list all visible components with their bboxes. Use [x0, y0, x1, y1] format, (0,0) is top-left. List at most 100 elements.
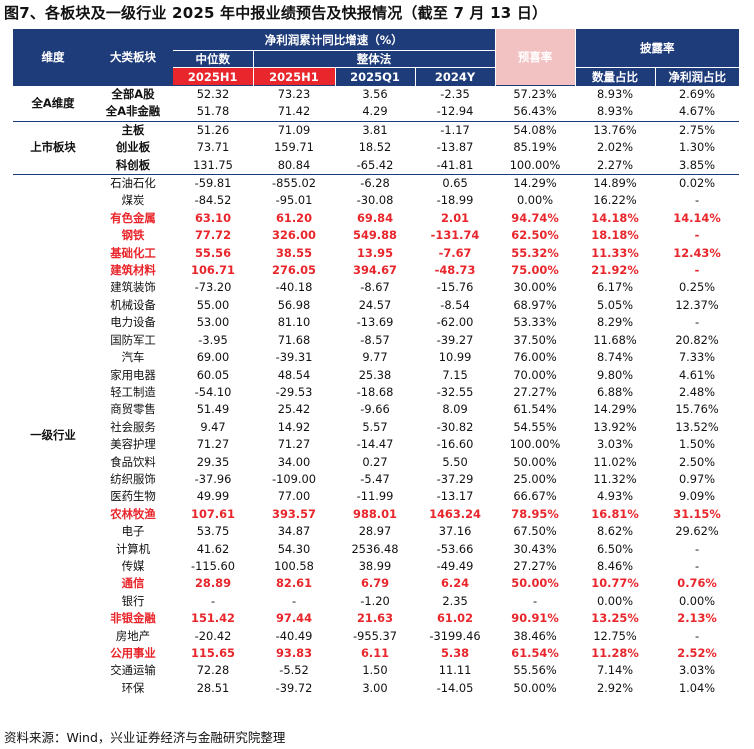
category-cell: 交通运输 — [110, 663, 156, 678]
table-row: 全A非金融 51.78 71.42 4.29 -12.94 56.43% 8.93% 4.67… — [13, 103, 739, 121]
value-cell: 29.35 — [196, 454, 230, 469]
value-cell: 0.02% — [655, 174, 740, 193]
value-cell: -115.60 — [191, 558, 235, 573]
value-cell: 55.56% — [513, 663, 557, 678]
value-cell: -16.60 — [436, 437, 474, 452]
category-cell: 社会服务 — [110, 419, 156, 434]
value-cell: 30.00% — [513, 280, 557, 295]
value-cell: 27.27% — [513, 558, 557, 573]
value-cell: 393.57 — [272, 506, 316, 521]
value-cell: 8.46% — [596, 558, 634, 573]
value-cell: 75.00% — [511, 263, 559, 278]
value-cell: 151.42 — [191, 611, 235, 626]
value-cell: 2.50% — [678, 454, 716, 469]
value-cell: -18.99 — [436, 193, 474, 208]
value-cell: -39.72 — [275, 680, 313, 695]
value-cell: 14.14% — [673, 210, 721, 225]
value-cell: 53.75 — [196, 524, 230, 539]
value-cell: - — [532, 593, 538, 608]
value-cell: 14.89% — [575, 174, 656, 193]
value-cell: -95.01 — [275, 193, 313, 208]
value-cell: 549.88 — [353, 228, 397, 243]
value-cell: 2.52% — [677, 646, 717, 660]
value-cell: -54.10 — [194, 384, 232, 399]
dimension-cell: 上市板块 — [13, 120, 93, 175]
table-row: 建筑装饰 -73.20 -40.18 -8.67 -15.76 30.00% 6.17% 0.… — [13, 279, 739, 296]
value-cell: -131.74 — [430, 228, 480, 243]
table-row: 汽车 69.00 -39.31 9.77 10.99 76.00% 8.74% 7.33% — [13, 349, 739, 366]
value-cell: -9.66 — [360, 402, 390, 417]
value-cell: 16.81% — [591, 506, 639, 521]
value-cell: -12.94 — [436, 104, 474, 119]
value-cell: 66.67% — [513, 489, 557, 504]
value-cell: 71.68 — [277, 332, 311, 347]
category-cell: 科创板 — [115, 157, 151, 172]
value-cell: 11.11 — [438, 663, 472, 678]
value-cell: -1.20 — [360, 593, 390, 608]
value-cell: 56.98 — [277, 297, 311, 312]
value-cell: -73.20 — [194, 280, 232, 295]
value-cell: -49.49 — [436, 558, 474, 573]
table-row: 创业板 73.71 159.71 18.52 -13.87 85.19% 2.02% 1.30… — [13, 139, 739, 156]
value-cell: 25.38 — [358, 367, 392, 382]
value-cell: 2.02% — [596, 140, 634, 155]
table-row: 全A维度 全部A股 52.32 73.23 3.56 -2.35 57.23% 8.93% 2.… — [13, 85, 740, 122]
value-cell: 69.84 — [356, 210, 394, 225]
value-cell: - — [694, 315, 700, 330]
table-row: 轻工制造 -54.10 -29.53 -18.68 -32.55 27.27% 6.88% 2… — [13, 384, 739, 401]
header-category: 大类板块 — [93, 29, 173, 86]
value-cell: 54.55% — [513, 419, 557, 434]
value-cell: 3.00 — [362, 680, 388, 695]
value-cell: -1.17 — [415, 120, 496, 140]
header-dimension: 维度 — [13, 29, 93, 86]
category-cell: 房地产 — [115, 628, 151, 643]
value-cell: 18.52 — [358, 140, 392, 155]
value-cell: 31.15% — [673, 506, 721, 521]
value-cell: 16.22% — [593, 193, 637, 208]
value-cell: 106.71 — [191, 263, 235, 278]
value-cell: 3.03% — [678, 663, 716, 678]
value-cell: 12.37% — [675, 297, 719, 312]
table-row: 社会服务 9.47 14.92 5.57 -30.82 54.55% 13.92% 13.52… — [13, 419, 739, 436]
category-cell: 钢铁 — [121, 228, 145, 243]
table-row: 农林牧渔 107.61 393.57 988.01 1463.24 78.95% 16.81… — [13, 506, 739, 523]
value-cell: 4.29 — [362, 104, 388, 119]
value-cell: - — [694, 193, 700, 208]
value-cell: 13.52% — [675, 419, 719, 434]
category-cell: 环保 — [121, 680, 145, 695]
value-cell: 326.00 — [272, 228, 316, 243]
value-cell: 73.23 — [253, 85, 335, 104]
value-cell: 50.00% — [513, 454, 557, 469]
value-cell: 100.00% — [509, 437, 561, 452]
value-cell: -14.05 — [436, 680, 474, 695]
value-cell: 60.05 — [196, 367, 230, 382]
category-cell: 公用事业 — [110, 646, 156, 660]
value-cell: 2.48% — [678, 384, 716, 399]
value-cell: 11.28% — [591, 646, 639, 660]
value-cell: 9.47 — [200, 419, 226, 434]
table-row: 传媒 -115.60 100.58 38.99 -49.49 27.27% 8.46% - — [13, 558, 739, 575]
table-row: 环保 28.51 -39.72 3.00 -14.05 50.00% 2.92% 1.04% — [13, 680, 739, 697]
value-cell: - — [694, 628, 700, 643]
category-cell: 机械设备 — [110, 297, 156, 312]
value-cell: 8.29% — [596, 315, 634, 330]
value-cell: 56.43% — [513, 104, 557, 119]
value-cell: 9.77 — [362, 350, 388, 365]
table-row: 食品饮料 29.35 34.00 0.27 5.50 50.00% 11.02% 2.50% — [13, 454, 739, 471]
table-row: 房地产 -20.42 -40.49 -955.37 -3199.46 38.46% 12.7… — [13, 628, 739, 645]
value-cell: 78.95% — [511, 506, 559, 521]
category-cell: 基础化工 — [110, 245, 156, 260]
category-cell: 食品饮料 — [110, 454, 156, 469]
value-cell: 71.42 — [277, 104, 311, 119]
value-cell: 21.92% — [591, 263, 639, 278]
value-cell: 71.27 — [196, 437, 230, 452]
value-cell: 54.30 — [277, 541, 311, 556]
value-cell: - — [210, 593, 216, 608]
table-row: 一级行业 石油石化 -59.81 -855.02 -6.28 0.65 14.29% 14.8… — [13, 174, 740, 698]
value-cell: 0.00% — [596, 593, 634, 608]
value-cell: -8.67 — [360, 280, 390, 295]
value-cell: 34.00 — [277, 454, 311, 469]
value-cell: 4.61% — [678, 367, 716, 382]
value-cell: -37.29 — [436, 471, 474, 486]
category-cell: 国防军工 — [110, 332, 156, 347]
